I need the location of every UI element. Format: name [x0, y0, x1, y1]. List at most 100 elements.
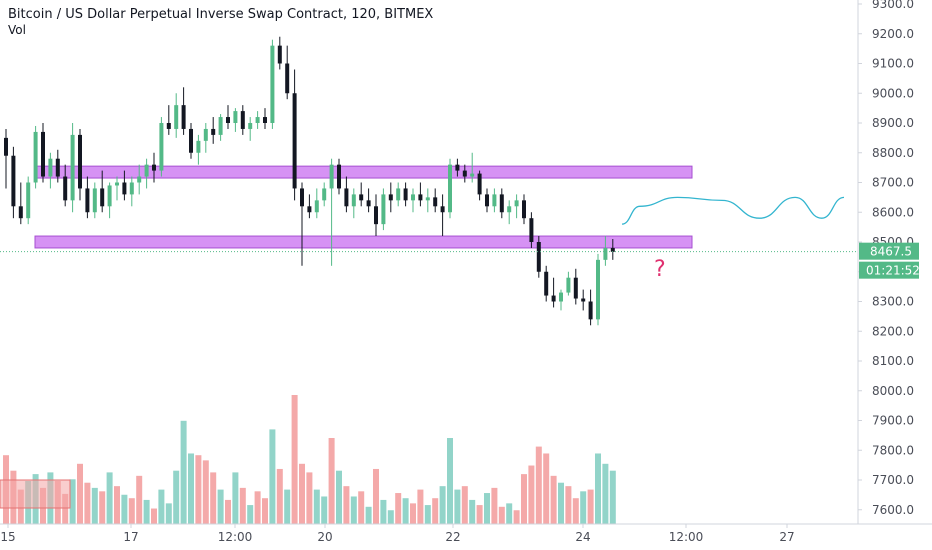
candle-body [166, 123, 171, 129]
price-tick-label: 8800.0 [872, 146, 914, 160]
volume-bar [528, 465, 535, 524]
volume-bar [513, 510, 520, 524]
volume-bar [210, 472, 217, 524]
volume-bar [239, 487, 246, 524]
candle-body [425, 197, 430, 201]
candle-body [18, 206, 23, 219]
candle-body [196, 140, 201, 153]
price-tick-label: 9300.0 [872, 0, 914, 11]
volume-bar [461, 486, 468, 524]
candle-body [152, 164, 156, 171]
volume-bar [188, 453, 194, 524]
volume-bar [217, 489, 224, 524]
volume-bar [254, 491, 261, 524]
price-tick-label: 7800.0 [872, 443, 914, 457]
volume-bar [439, 486, 446, 524]
volume-bar [69, 479, 76, 524]
price-axis[interactable]: 9300.0 9200.0 9100.0 9000.0 8900.0 8800.0 8700… [858, 0, 914, 517]
volume-bar [550, 475, 557, 524]
candle-body [107, 185, 112, 207]
candle-body [544, 271, 549, 296]
price-tick-label: 7700.0 [872, 473, 914, 487]
candle-body [536, 242, 541, 272]
candle-body [433, 197, 438, 207]
candle-body [411, 194, 415, 201]
candle-body [41, 131, 45, 177]
volume-bar [321, 496, 328, 524]
time-axis[interactable]: 15 17 12:00 20 22 24 12:00 27 [0, 524, 795, 544]
volume-bar [521, 474, 527, 524]
volume-bar [595, 453, 601, 524]
volume-bar [202, 460, 209, 524]
candle-body [322, 188, 327, 201]
volume-bar [395, 493, 402, 524]
candle-body [11, 155, 16, 207]
candle-body [507, 206, 512, 213]
chart-title: Bitcoin / US Dollar Perpetual Inverse Sw… [8, 7, 434, 22]
volume-bar [91, 487, 98, 524]
volume-bar [350, 496, 357, 524]
candle-body [381, 194, 386, 225]
price-tick-label: 8200.0 [872, 324, 914, 338]
candle-body [581, 298, 586, 302]
candle-body [248, 123, 253, 129]
volume-bar [373, 468, 379, 524]
candle-body [211, 128, 216, 135]
highlight-box [0, 479, 71, 509]
price-tick-label: 9200.0 [872, 27, 914, 41]
volume-bar [484, 493, 490, 524]
volume-bar [417, 489, 424, 524]
volume-bar [99, 491, 106, 524]
candle-body [92, 188, 97, 213]
candle-body [144, 164, 149, 177]
price-candles [4, 36, 615, 326]
candle-body [529, 218, 534, 242]
candle-body [522, 200, 526, 219]
volume-bar [84, 482, 91, 524]
volume-bar [343, 486, 350, 524]
price-tick-label: 7600.0 [872, 503, 914, 517]
volume-bar [380, 499, 387, 524]
svg-text:01:21:52: 01:21:52 [866, 264, 920, 278]
volume-bar [173, 470, 180, 524]
time-tick-label: 17 [123, 530, 138, 544]
volume-bar [602, 463, 609, 524]
volume-bar [269, 429, 276, 524]
price-tick-label: 8700.0 [872, 176, 914, 190]
volume-bar [491, 487, 498, 524]
candle-body [233, 111, 238, 123]
time-tick-label: 12:00 [218, 530, 253, 544]
volume-bar [299, 463, 305, 524]
candle-body [388, 194, 393, 201]
candle-body [403, 188, 408, 201]
volume-bar [454, 489, 461, 524]
volume-bar [402, 498, 409, 524]
candle-body [351, 194, 356, 207]
volume-bar [262, 498, 268, 524]
candle-body [270, 45, 275, 123]
candle-body [610, 247, 615, 252]
volume-indicator-label: Vol [8, 23, 26, 37]
candle-body [137, 176, 142, 183]
price-tick-label: 7900.0 [872, 414, 914, 428]
candle-body [85, 188, 90, 213]
price-tick-label: 8600.0 [872, 205, 914, 219]
candle-body [159, 123, 164, 171]
candle-body [115, 182, 119, 186]
volume-bar [506, 503, 513, 524]
volume-bar [306, 472, 313, 524]
price-zone[interactable] [34, 165, 693, 179]
candle-body [55, 158, 60, 177]
last-price-badge: 8467.5 01:21:52 [859, 242, 920, 279]
candle-body [122, 182, 127, 195]
price-tick-label: 8000.0 [872, 384, 914, 398]
candle-body [33, 131, 38, 183]
volume-bar [276, 468, 283, 524]
candle-body [485, 194, 489, 207]
price-zone[interactable] [34, 235, 693, 249]
candle-body [551, 295, 556, 302]
candle-body [277, 45, 282, 64]
price-tick-label: 9100.0 [872, 57, 914, 71]
volume-bar [225, 499, 231, 524]
